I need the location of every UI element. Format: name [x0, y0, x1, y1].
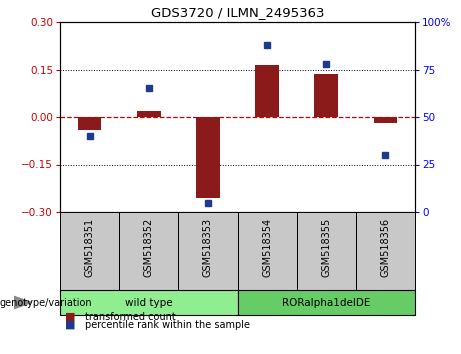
Title: GDS3720 / ILMN_2495363: GDS3720 / ILMN_2495363 [151, 6, 324, 19]
Bar [314, 74, 338, 117]
Text: GSM518354: GSM518354 [262, 218, 272, 278]
Text: GSM518352: GSM518352 [144, 218, 154, 278]
Text: percentile rank within the sample: percentile rank within the sample [85, 320, 250, 330]
Polygon shape [14, 296, 31, 309]
Bar [137, 111, 160, 117]
Text: GSM518353: GSM518353 [203, 218, 213, 278]
Bar [237, 212, 297, 290]
Bar [119, 212, 178, 290]
Bar [255, 65, 279, 117]
Text: GSM518351: GSM518351 [84, 218, 95, 278]
Text: genotype/variation: genotype/variation [0, 297, 93, 308]
Bar [178, 212, 237, 290]
Text: GSM518355: GSM518355 [321, 218, 331, 278]
Bar [60, 290, 237, 315]
Bar [196, 117, 220, 198]
Text: ■: ■ [65, 312, 75, 321]
Text: transformed count: transformed count [85, 312, 176, 321]
Bar [297, 212, 356, 290]
Bar [237, 290, 415, 315]
Bar [78, 117, 101, 130]
Text: ■: ■ [65, 320, 75, 330]
Text: wild type: wild type [125, 297, 172, 308]
Text: GSM518356: GSM518356 [380, 218, 390, 278]
Bar [60, 212, 119, 290]
Bar [356, 212, 415, 290]
Text: RORalpha1delDE: RORalpha1delDE [282, 297, 371, 308]
Bar [373, 117, 397, 123]
